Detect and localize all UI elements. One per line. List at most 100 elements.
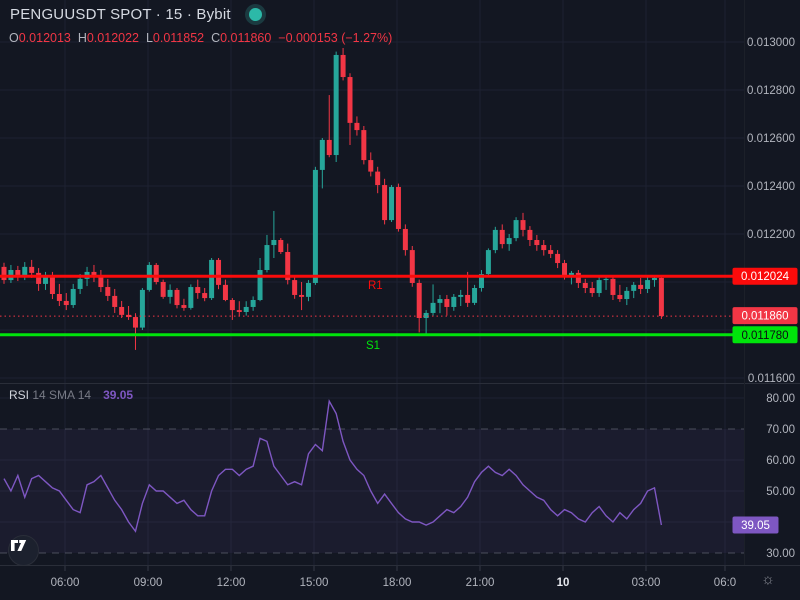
candle-body xyxy=(305,282,311,297)
tradingview-logo[interactable] xyxy=(8,535,39,566)
candle-body xyxy=(596,280,602,294)
candle-body xyxy=(354,122,360,131)
candle-body xyxy=(49,276,55,294)
axis-label: 60.00 xyxy=(766,455,795,467)
candle-body xyxy=(437,299,443,303)
r1-label: R1 xyxy=(368,280,383,292)
candle-body xyxy=(395,186,401,229)
candle-body xyxy=(444,299,450,307)
price-badge-label: 0.012024 xyxy=(741,271,790,283)
candle-body xyxy=(389,186,395,221)
candle-body xyxy=(499,229,505,245)
candle-body xyxy=(63,300,69,306)
candle-body xyxy=(312,169,318,283)
tradingview-logo-icon xyxy=(11,540,27,551)
candle-body xyxy=(174,289,180,306)
candle-body xyxy=(243,306,249,312)
rsi-badge-label: 39.05 xyxy=(741,520,770,532)
close-value: 0.011860 xyxy=(220,31,272,45)
candle-body xyxy=(132,317,138,328)
candle-body xyxy=(195,287,201,294)
ohlc-legend: O0.012013 H0.012022 L0.011852 C0.011860 … xyxy=(9,31,392,45)
candle-body xyxy=(250,300,256,307)
candle-body xyxy=(610,278,616,295)
candle-body xyxy=(216,259,222,285)
candle-body xyxy=(271,240,277,246)
candle-body xyxy=(555,253,561,264)
time-label: 06:00 xyxy=(51,577,80,589)
candle-body xyxy=(56,294,62,301)
candle-body xyxy=(548,250,554,254)
candle-body xyxy=(617,294,623,300)
candle-body xyxy=(492,229,498,251)
rsi-params: 14 SMA 14 xyxy=(32,388,92,402)
candle-body xyxy=(340,54,346,78)
time-label: 18:00 xyxy=(383,577,412,589)
candle-body xyxy=(15,270,21,277)
candle-body xyxy=(181,305,187,308)
candle-body xyxy=(209,259,215,299)
rsi-legend[interactable]: RSI 14 SMA 14 39.05 xyxy=(9,388,133,402)
candle-body xyxy=(409,250,415,283)
candle-body xyxy=(1,266,7,281)
open-label: O xyxy=(9,31,19,45)
axis-label: 0.012400 xyxy=(747,181,795,193)
axis-label: 70.00 xyxy=(766,424,795,436)
candle-body xyxy=(361,130,367,161)
candle-body xyxy=(326,139,332,156)
candle-body xyxy=(29,266,35,273)
symbol-title-row[interactable]: PENGUUSDT SPOT · 15 · Bybit xyxy=(10,6,262,23)
candle-body xyxy=(285,252,291,281)
candle-body xyxy=(575,272,581,283)
candle-body xyxy=(77,278,83,289)
candle-body xyxy=(119,306,125,315)
open-value: 0.012013 xyxy=(18,31,71,45)
candle-body xyxy=(126,314,132,318)
candle-body xyxy=(278,240,284,252)
time-label: 10 xyxy=(557,577,570,589)
axis-label: 50.00 xyxy=(766,486,795,498)
rsi-value: 39.05 xyxy=(103,388,134,402)
candle-body xyxy=(236,310,242,312)
axis-label: 0.012600 xyxy=(747,133,795,145)
price-badge-label: 0.011860 xyxy=(741,311,788,323)
candle-body xyxy=(153,264,159,282)
axis-label: 0.011600 xyxy=(748,373,795,385)
candle-body xyxy=(485,250,491,275)
candle-body xyxy=(112,295,118,307)
low-value: 0.011852 xyxy=(152,31,205,45)
close-label: C xyxy=(211,31,221,45)
candle-body xyxy=(520,220,526,230)
candle-body xyxy=(582,282,588,288)
low-label: L xyxy=(145,31,153,45)
candle-body xyxy=(43,276,49,284)
candle-body xyxy=(36,272,42,284)
axis-label: 0.012200 xyxy=(747,229,795,241)
candle-body xyxy=(651,277,657,281)
sun-icon[interactable]: ☼ xyxy=(761,571,775,588)
axis-label: 80.00 xyxy=(766,393,795,405)
candle-body xyxy=(562,263,568,277)
candle-body xyxy=(402,228,408,251)
symbol-title: PENGUUSDT SPOT · 15 · Bybit xyxy=(10,6,231,23)
candle-body xyxy=(319,139,325,170)
candle-body xyxy=(333,54,339,156)
candle-body xyxy=(382,185,388,221)
candle-body xyxy=(264,245,270,270)
candle-body xyxy=(589,288,595,294)
candle-body xyxy=(472,288,478,303)
candle-body xyxy=(91,271,97,277)
candle-body xyxy=(638,284,644,289)
candle-body xyxy=(222,284,228,300)
s1-label: S1 xyxy=(366,340,380,352)
time-label: 09:00 xyxy=(134,577,163,589)
candle-body xyxy=(416,282,422,318)
candle-body xyxy=(22,266,28,277)
candle-body xyxy=(229,300,235,311)
candle-body xyxy=(423,312,429,318)
candle-body xyxy=(105,287,111,296)
candle-body xyxy=(98,276,104,288)
axis-label: 0.012800 xyxy=(747,85,795,97)
